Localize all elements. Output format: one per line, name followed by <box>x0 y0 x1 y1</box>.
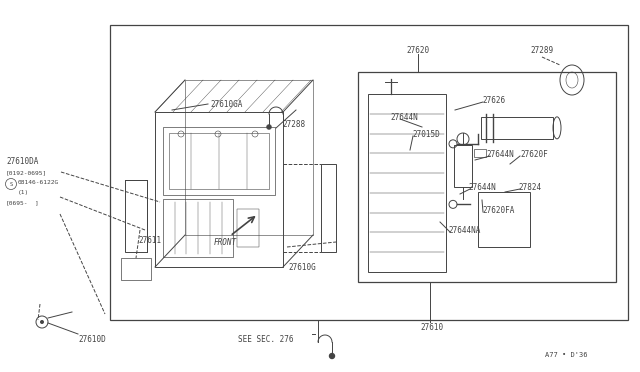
Bar <box>163 199 234 257</box>
Bar <box>454 145 472 187</box>
Text: 27644NA: 27644NA <box>448 225 481 234</box>
Text: 08146-6122G: 08146-6122G <box>18 180 60 185</box>
Text: 27644N: 27644N <box>468 183 496 192</box>
Text: 27015D: 27015D <box>412 129 440 138</box>
Bar <box>125 180 147 252</box>
Bar <box>321 164 336 252</box>
Text: 27610GA: 27610GA <box>210 99 243 109</box>
Bar <box>358 72 616 282</box>
Text: [0192-0695]: [0192-0695] <box>6 170 47 175</box>
Text: 27626: 27626 <box>482 96 505 105</box>
Bar <box>110 25 628 320</box>
Bar <box>185 80 313 235</box>
Bar <box>121 258 151 280</box>
Circle shape <box>266 125 271 129</box>
Text: 27620: 27620 <box>406 45 429 55</box>
Bar <box>481 117 553 139</box>
Text: 27610G: 27610G <box>288 263 316 272</box>
Bar <box>478 192 530 247</box>
Text: 27644N: 27644N <box>486 150 514 158</box>
Text: (1): (1) <box>18 190 29 195</box>
Bar <box>169 133 269 189</box>
Text: 27610: 27610 <box>420 324 443 333</box>
Text: 27289: 27289 <box>530 45 553 55</box>
Text: SEE SEC. 276: SEE SEC. 276 <box>238 336 294 344</box>
Text: 27620F: 27620F <box>520 150 548 158</box>
Text: 27610DA: 27610DA <box>6 157 38 166</box>
Circle shape <box>40 320 44 324</box>
Bar <box>237 209 259 247</box>
Bar <box>474 149 486 157</box>
Text: 27620FA: 27620FA <box>482 205 515 215</box>
Circle shape <box>330 353 335 359</box>
Text: 27611: 27611 <box>138 235 161 244</box>
Text: 27610D: 27610D <box>78 336 106 344</box>
Text: ]: ] <box>35 200 39 205</box>
Text: A77 • D'36: A77 • D'36 <box>545 352 588 358</box>
Bar <box>155 112 283 267</box>
Text: 27824: 27824 <box>518 183 541 192</box>
Text: [0695-: [0695- <box>6 200 29 205</box>
Text: 27644N: 27644N <box>390 112 418 122</box>
Bar <box>368 94 446 272</box>
Bar <box>163 127 275 195</box>
Text: S: S <box>10 182 13 186</box>
Text: 27288: 27288 <box>282 119 305 128</box>
Text: FRONT: FRONT <box>214 237 237 247</box>
